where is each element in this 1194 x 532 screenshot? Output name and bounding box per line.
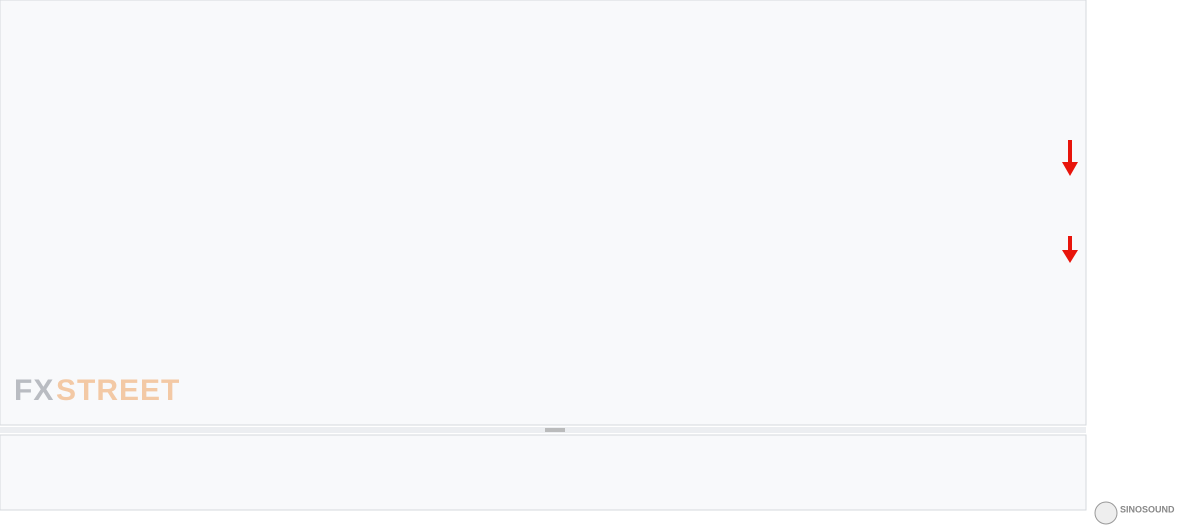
watermark-fx: FX	[14, 374, 54, 407]
logo-icon	[1094, 501, 1118, 525]
arrow	[1062, 236, 1078, 263]
separator	[0, 427, 1086, 433]
main-panel	[0, 0, 1087, 426]
corner-logo: SINOSOUND	[1120, 504, 1175, 514]
rsi-panel	[0, 434, 1087, 511]
watermark-street: STREET	[56, 374, 180, 407]
arrow	[1062, 140, 1078, 176]
